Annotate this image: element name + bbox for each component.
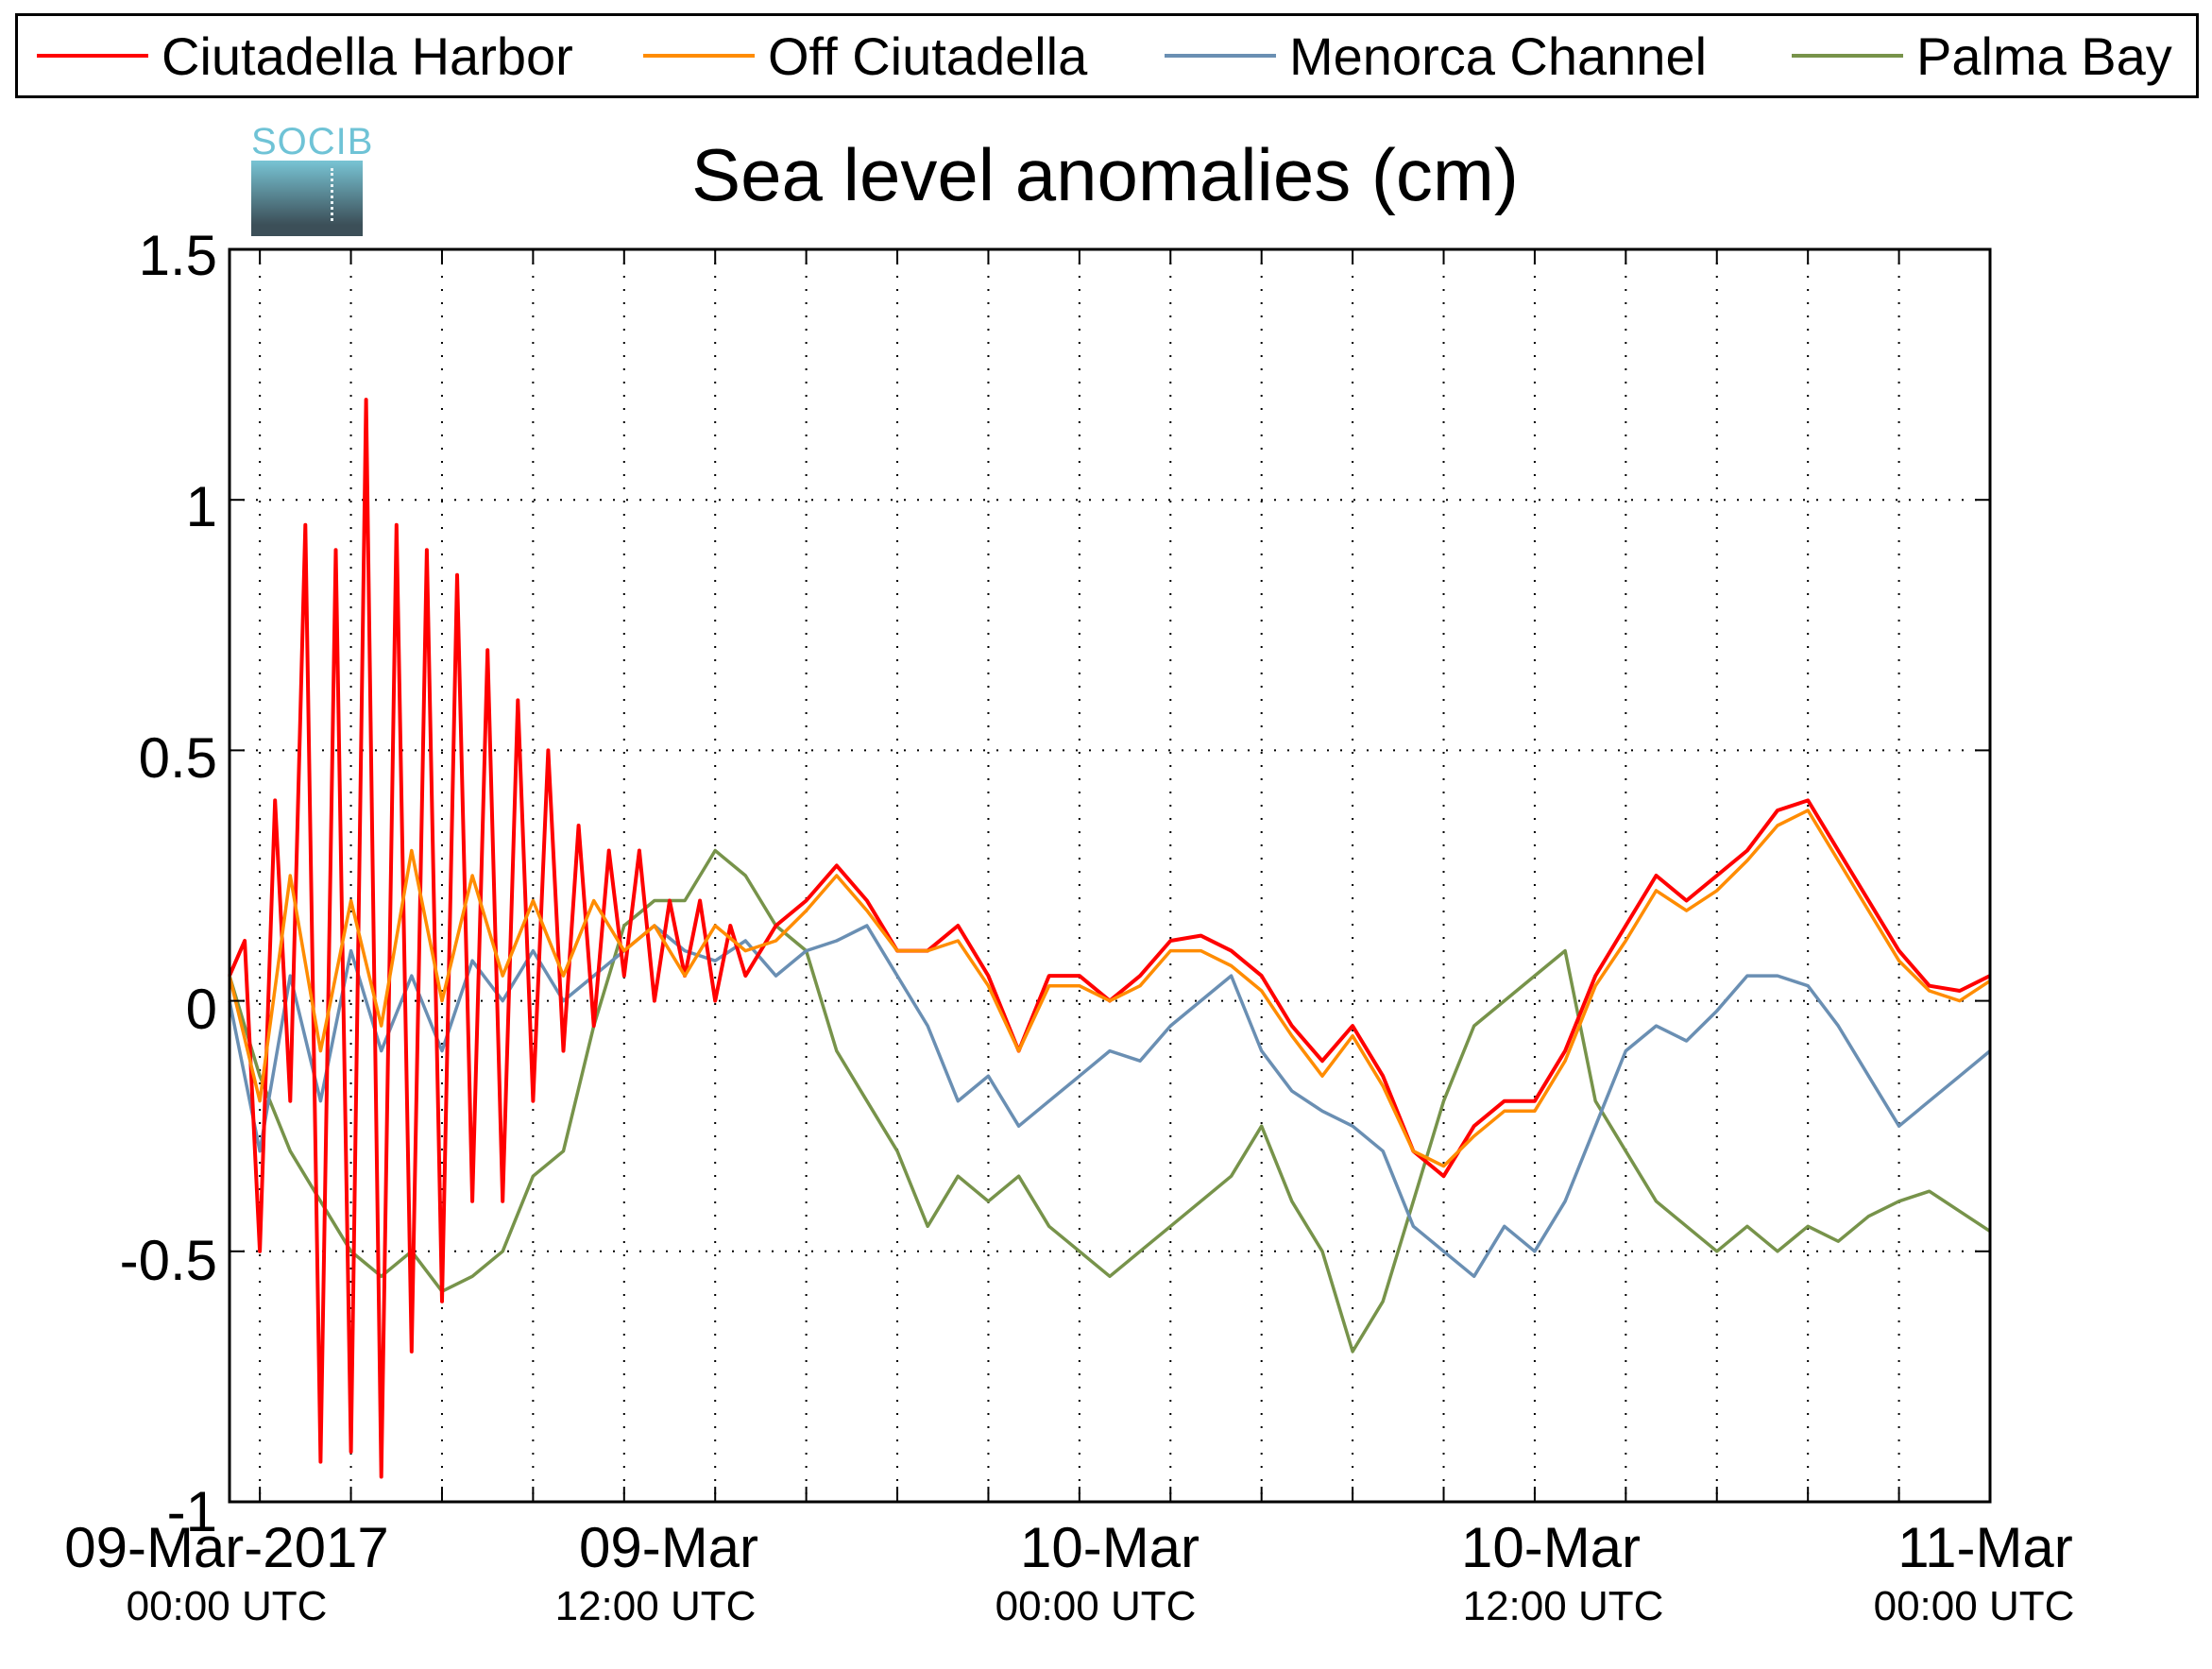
y-tick-label-1: 1 — [185, 475, 217, 538]
socib-logo-text: SOCIB — [251, 121, 374, 162]
legend-label-3: Palma Bay — [1916, 26, 2172, 86]
x-tick-date-0: 09-Mar-2017 — [64, 1516, 389, 1579]
legend-swatch-0 — [37, 54, 148, 58]
series-line-2 — [228, 924, 1992, 1279]
legend-swatch-1 — [643, 54, 755, 58]
x-tick-date-2: 10-Mar — [1019, 1516, 1200, 1579]
legend-entry-1: Off Ciutadella — [643, 16, 1087, 95]
chart-legend: Ciutadella Harbor Off Ciutadella Menorca… — [15, 13, 2199, 98]
x-tick-time-1: 12:00 UTC — [554, 1583, 757, 1629]
x-tick-date-3: 10-Mar — [1460, 1516, 1642, 1579]
socib-logo-block — [251, 161, 363, 236]
y-tick-label-3: 0 — [185, 978, 217, 1041]
x-tick-time-2: 00:00 UTC — [995, 1583, 1197, 1629]
legend-swatch-3 — [1792, 54, 1903, 58]
legend-entry-3: Palma Bay — [1792, 16, 2172, 95]
series-line-3 — [228, 848, 1991, 1354]
axes-frame — [228, 247, 1992, 1504]
axis-ticks — [230, 248, 1990, 1503]
legend-swatch-2 — [1165, 54, 1276, 58]
x-tick-date-1: 09-Mar — [578, 1516, 759, 1579]
y-tick-label-2: 0.5 — [138, 726, 217, 790]
series-line-0 — [228, 398, 1991, 1479]
x-tick-time-3: 12:00 UTC — [1462, 1583, 1664, 1629]
y-tick-label-0: 1.5 — [138, 224, 217, 287]
socib-logo-mark — [331, 168, 333, 221]
x-tick-date-4: 11-Mar — [1897, 1516, 2073, 1579]
x-tick-time-4: 00:00 UTC — [1873, 1583, 2075, 1629]
x-tick-time-0: 00:00 UTC — [126, 1583, 328, 1629]
series-line-1 — [228, 809, 1991, 1168]
legend-entry-0: Ciutadella Harbor — [37, 16, 573, 95]
socib-logo: SOCIB — [251, 121, 374, 236]
legend-label-1: Off Ciutadella — [768, 26, 1088, 86]
y-tick-label-5: -1 — [166, 1480, 217, 1543]
legend-label-2: Menorca Channel — [1289, 26, 1708, 86]
legend-label-0: Ciutadella Harbor — [162, 26, 573, 86]
legend-entry-2: Menorca Channel — [1165, 16, 1707, 95]
chart-title: Sea level anomalies (cm) — [691, 133, 1519, 216]
y-tick-label-4: -0.5 — [119, 1229, 217, 1292]
series-lines — [228, 398, 1992, 1479]
